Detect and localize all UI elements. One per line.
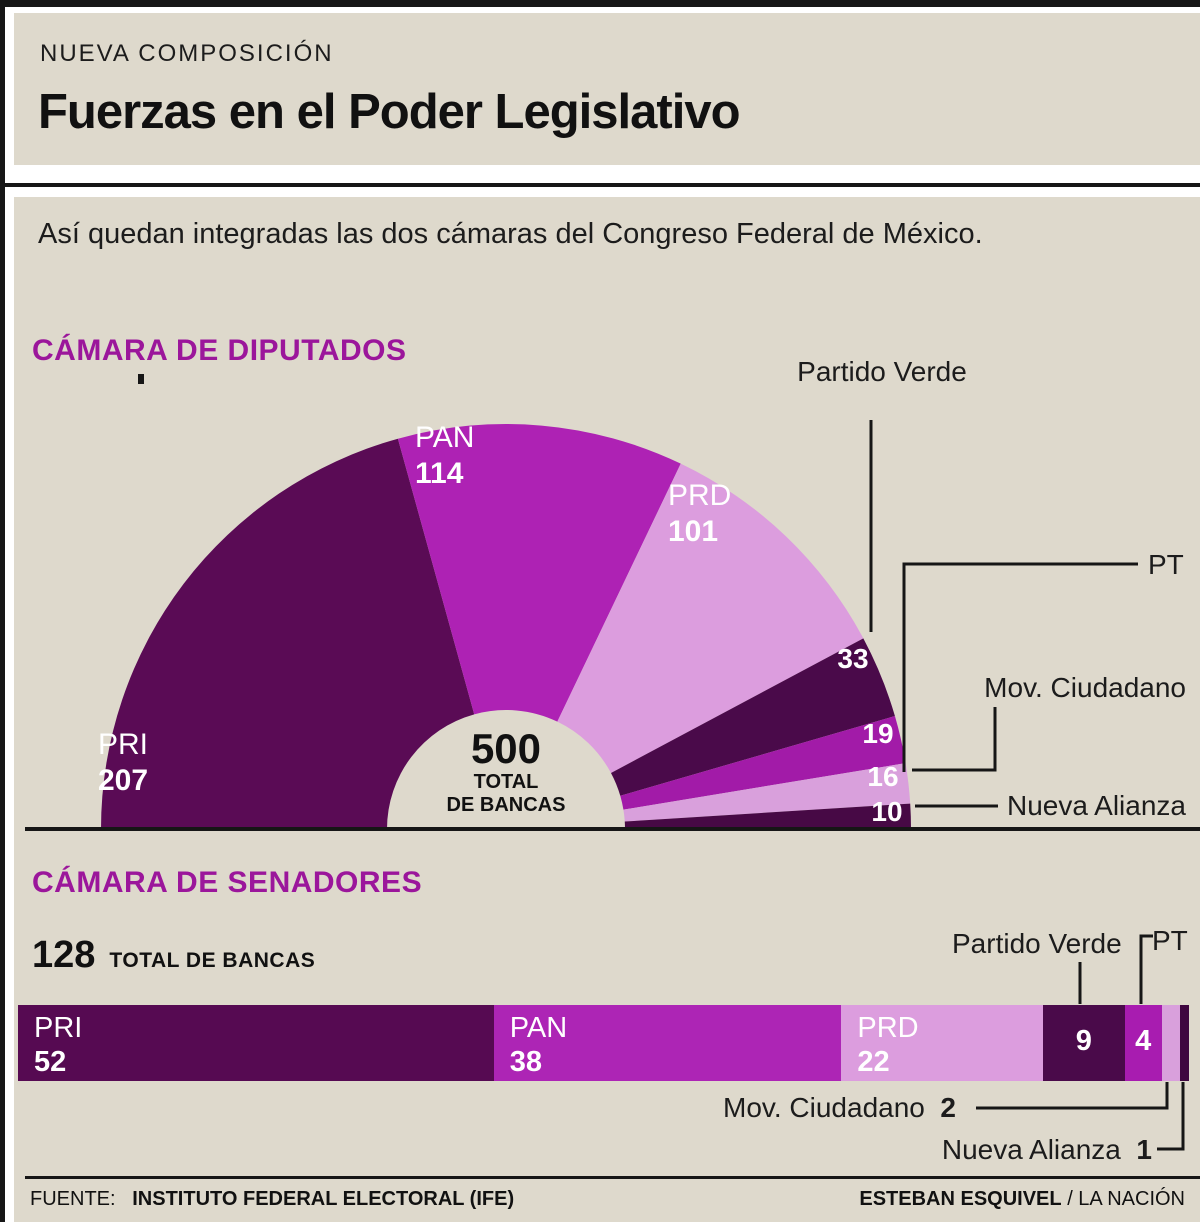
donut-label-name: PRD	[668, 479, 732, 512]
donut-label-name: PRI	[98, 728, 149, 761]
callout-nueva-alianza-diputados: Nueva Alianza	[886, 790, 1186, 821]
callout-nueva-alianza-senado-value: 1	[1136, 1134, 1152, 1165]
bar-value-pt: 4	[1135, 1025, 1152, 1057]
donut-label-pri: PRI 207	[98, 727, 148, 799]
bar-segment-pri: PRI 52	[18, 1005, 494, 1081]
callout-mov-ciudadano-senado-text: Mov. Ciudadano	[723, 1092, 925, 1123]
callout-mov-ciudadano-senado-value: 2	[940, 1092, 956, 1123]
bar-label-name: PRD	[857, 1012, 919, 1044]
diputados-total-value: 500	[470, 725, 542, 772]
callout-pt-senado: PT	[1152, 925, 1188, 956]
senado-total-value: 128	[32, 934, 96, 976]
callout-pt-diputados: PT	[1148, 549, 1184, 580]
callout-pt-text: PT	[1148, 549, 1184, 580]
callout-nueva-alianza-senado: Nueva Alianza 1	[800, 1134, 1152, 1165]
bar-segment-pan: PAN 38	[493, 1005, 842, 1081]
source-label: FUENTE:	[30, 1188, 116, 1210]
donut-value-pt: 19	[862, 718, 894, 749]
bar-label-value: 38	[509, 1046, 542, 1078]
diputados-total-label-2: DE BANCAS	[446, 794, 566, 816]
senado-total-label: TOTAL DE BANCAS	[109, 949, 316, 972]
diputados-section-title: CÁMARA DE DIPUTADOS	[32, 334, 407, 367]
callout-mov-ciudadano-senado: Mov. Ciudadano 2	[600, 1092, 956, 1123]
bar-label-prd: PRD 22	[841, 1005, 1042, 1079]
callout-mov-ciudadano-text: Mov. Ciudadano	[984, 672, 1186, 703]
donut-label-value: 114	[415, 457, 464, 490]
bar-label-value: 22	[857, 1046, 890, 1078]
callout-partido-verde-diputados: Partido Verde	[782, 356, 982, 387]
source-name: INSTITUTO FEDERAL ELECTORAL (IFE)	[132, 1188, 515, 1210]
donut-value-partido-verde: 33	[837, 643, 869, 674]
senado-stacked-bar: PRI 52 PAN 38 PRD 22 9 4	[18, 1005, 1189, 1081]
donut-label-value: 207	[98, 764, 149, 797]
author-suffix: / LA NACIÓN	[1067, 1188, 1185, 1210]
header-divider-rule	[0, 183, 1200, 187]
bar-segment-prd: PRD 22	[841, 1005, 1043, 1081]
author-credit: ESTEBAN ESQUIVEL / LA NACIÓN	[600, 1188, 1185, 1211]
bar-segment-partido-verde: 9	[1042, 1005, 1125, 1081]
bar-segment-pt: 4	[1124, 1005, 1162, 1081]
left-border-bar	[0, 0, 5, 1222]
senadores-section-title: CÁMARA DE SENADORES	[32, 866, 423, 899]
donut-label-value: 101	[668, 515, 719, 548]
callout-pt-senado-text: PT	[1152, 925, 1188, 956]
bar-label-value: 52	[34, 1046, 67, 1078]
callout-mov-ciudadano-diputados: Mov. Ciudadano	[886, 672, 1186, 703]
subtitle: Así quedan integradas las dos cámaras de…	[38, 218, 983, 250]
callout-nueva-alianza-text: Nueva Alianza	[1006, 790, 1186, 821]
bar-segment-nueva-alianza	[1179, 1005, 1189, 1081]
bar-label-pan: PAN 38	[494, 1005, 842, 1079]
diputados-total-label-1: TOTAL	[473, 771, 539, 793]
callout-nueva-alianza-senado-text: Nueva Alianza	[941, 1134, 1121, 1165]
donut-label-prd: PRD 101	[668, 478, 731, 550]
callout-partido-verde-senado-text: Partido Verde	[952, 928, 1122, 959]
donut-value-mov-ciudadano: 16	[867, 761, 899, 792]
author-name: ESTEBAN ESQUIVEL	[859, 1188, 1062, 1210]
bar-value-partido-verde: 9	[1075, 1025, 1092, 1057]
stray-dot-mark	[138, 374, 144, 384]
diputados-total: 500 TOTAL DE BANCAS	[366, 727, 646, 817]
donut-label-pan: PAN 114	[415, 420, 474, 492]
bar-segment-mov-ciudadano	[1161, 1005, 1180, 1081]
bar-label-pri: PRI 52	[18, 1005, 494, 1079]
donut-label-name: PAN	[415, 421, 475, 454]
page-title: Fuerzas en el Poder Legislativo	[38, 85, 741, 139]
bar-label-name: PAN	[509, 1012, 568, 1044]
header-panel	[14, 13, 1200, 165]
callout-partido-verde-text: Partido Verde	[797, 356, 967, 387]
donut-value-nueva-alianza: 10	[871, 796, 903, 827]
kicker: NUEVA COMPOSICIÓN	[40, 40, 334, 67]
source-credit: FUENTE: INSTITUTO FEDERAL ELECTORAL (IFE…	[30, 1188, 514, 1211]
top-border-bar	[0, 0, 1200, 7]
bar-label-name: PRI	[34, 1012, 83, 1044]
senado-total: 128 TOTAL DE BANCAS	[32, 934, 315, 977]
callout-partido-verde-senado: Partido Verde	[952, 928, 1122, 959]
